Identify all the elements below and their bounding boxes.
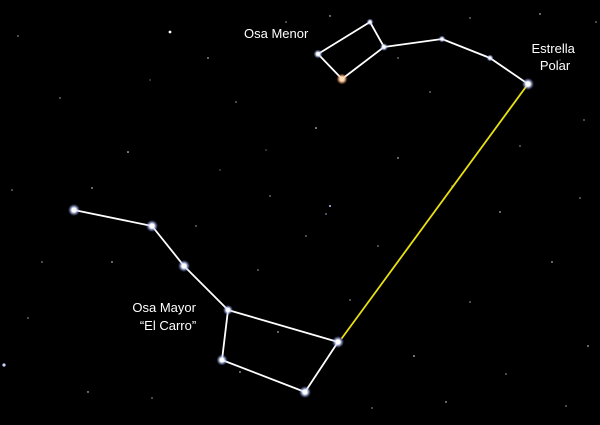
big-dipper-label: Osa Mayor “El Carro” xyxy=(132,300,199,333)
polaris-label-line1: Estrella xyxy=(532,41,576,56)
big-dipper-label-line2: “El Carro” xyxy=(140,318,196,333)
pointer-line xyxy=(341,83,529,339)
polaris-label-line2: Polar xyxy=(540,58,571,73)
little-dipper-stars xyxy=(313,18,534,90)
big-dipper-stars xyxy=(68,204,344,398)
big-dipper-lines xyxy=(73,209,339,393)
big-dipper-label-line1: Osa Mayor xyxy=(132,300,196,315)
background-stars xyxy=(2,13,597,409)
little-dipper-lines xyxy=(317,21,529,85)
little-dipper-label: Osa Menor xyxy=(244,26,309,41)
polaris-label: Estrella Polar xyxy=(532,41,579,73)
